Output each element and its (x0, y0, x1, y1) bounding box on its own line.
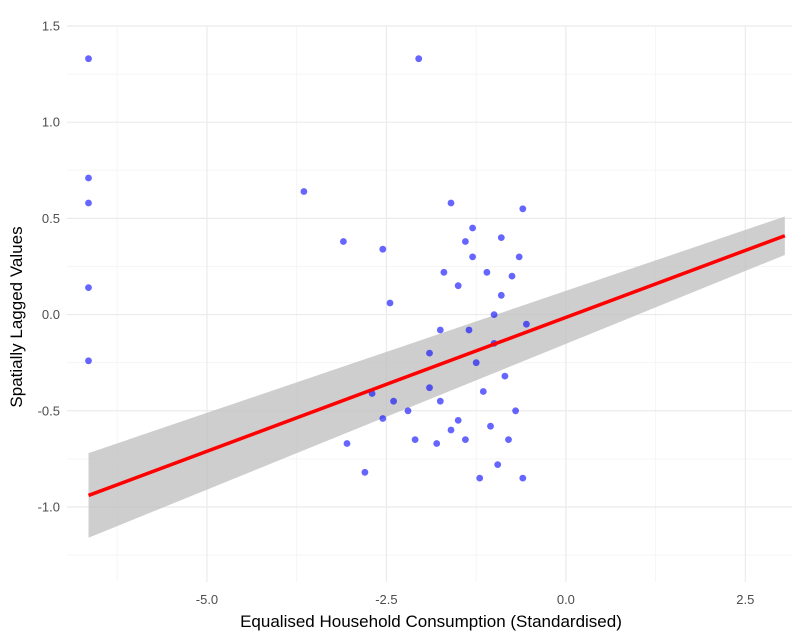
data-point (85, 284, 92, 291)
data-point (411, 436, 419, 443)
y-tick-label: 0.0 (42, 307, 60, 322)
data-point (472, 359, 480, 367)
data-point (462, 238, 469, 245)
data-point (340, 238, 347, 245)
data-point (436, 326, 444, 334)
data-point (85, 357, 92, 365)
data-point (483, 268, 491, 276)
data-point (343, 440, 351, 447)
data-point (426, 384, 433, 392)
data-point (85, 174, 92, 182)
y-tick-label: 1.5 (42, 19, 60, 34)
x-axis-title: Equalised Household Consumption (Standar… (240, 612, 622, 631)
y-tick-label: 0.5 (42, 211, 60, 226)
tick-labels: -5.0 -2.5 0.0 2.5 -1.0 -0.5 0.0 0.5 1.0 1.5 (38, 19, 755, 608)
data-point (361, 468, 369, 476)
x-tick-label: 2.5 (736, 592, 754, 607)
y-tick-label: -0.5 (38, 403, 60, 418)
data-point (404, 407, 412, 415)
confidence-band-group (88, 216, 785, 538)
confidence-band (88, 216, 785, 538)
fit-line-group (87, 234, 786, 498)
data-point (433, 440, 441, 447)
data-points (85, 55, 530, 482)
x-tick-label: -2.5 (375, 592, 397, 607)
data-point (519, 205, 527, 213)
data-point (519, 474, 527, 482)
y-tick-label: 1.0 (42, 115, 60, 130)
data-point (515, 253, 523, 261)
data-point (465, 326, 473, 334)
data-point (487, 422, 494, 430)
data-point (469, 224, 476, 232)
data-point (523, 320, 530, 328)
data-point (426, 349, 433, 357)
data-point (415, 55, 423, 63)
data-point (454, 417, 462, 424)
data-point (447, 199, 455, 207)
data-point (497, 291, 505, 299)
data-point (390, 397, 397, 405)
data-point (379, 415, 387, 422)
data-point (462, 436, 469, 443)
data-point (85, 55, 92, 63)
data-point (436, 397, 444, 405)
data-point (469, 253, 476, 261)
data-point (447, 426, 455, 434)
x-tick-label: -5.0 (196, 592, 218, 607)
regression-line (87, 234, 786, 498)
data-point (386, 299, 394, 307)
data-point (379, 245, 387, 253)
data-point (476, 474, 484, 482)
data-point (497, 234, 505, 242)
data-point (440, 268, 448, 276)
x-tick-label: 0.0 (557, 592, 575, 607)
data-point (512, 407, 519, 415)
data-point (479, 388, 487, 395)
y-tick-label: -1.0 (38, 499, 60, 514)
data-point (508, 272, 516, 280)
data-point (454, 282, 462, 290)
data-point (501, 372, 509, 380)
data-point (505, 436, 512, 443)
data-point (494, 461, 502, 468)
data-point (300, 188, 308, 195)
data-point (85, 199, 92, 207)
y-axis-title: Spatially Lagged Values (7, 226, 26, 407)
data-point (490, 311, 498, 318)
